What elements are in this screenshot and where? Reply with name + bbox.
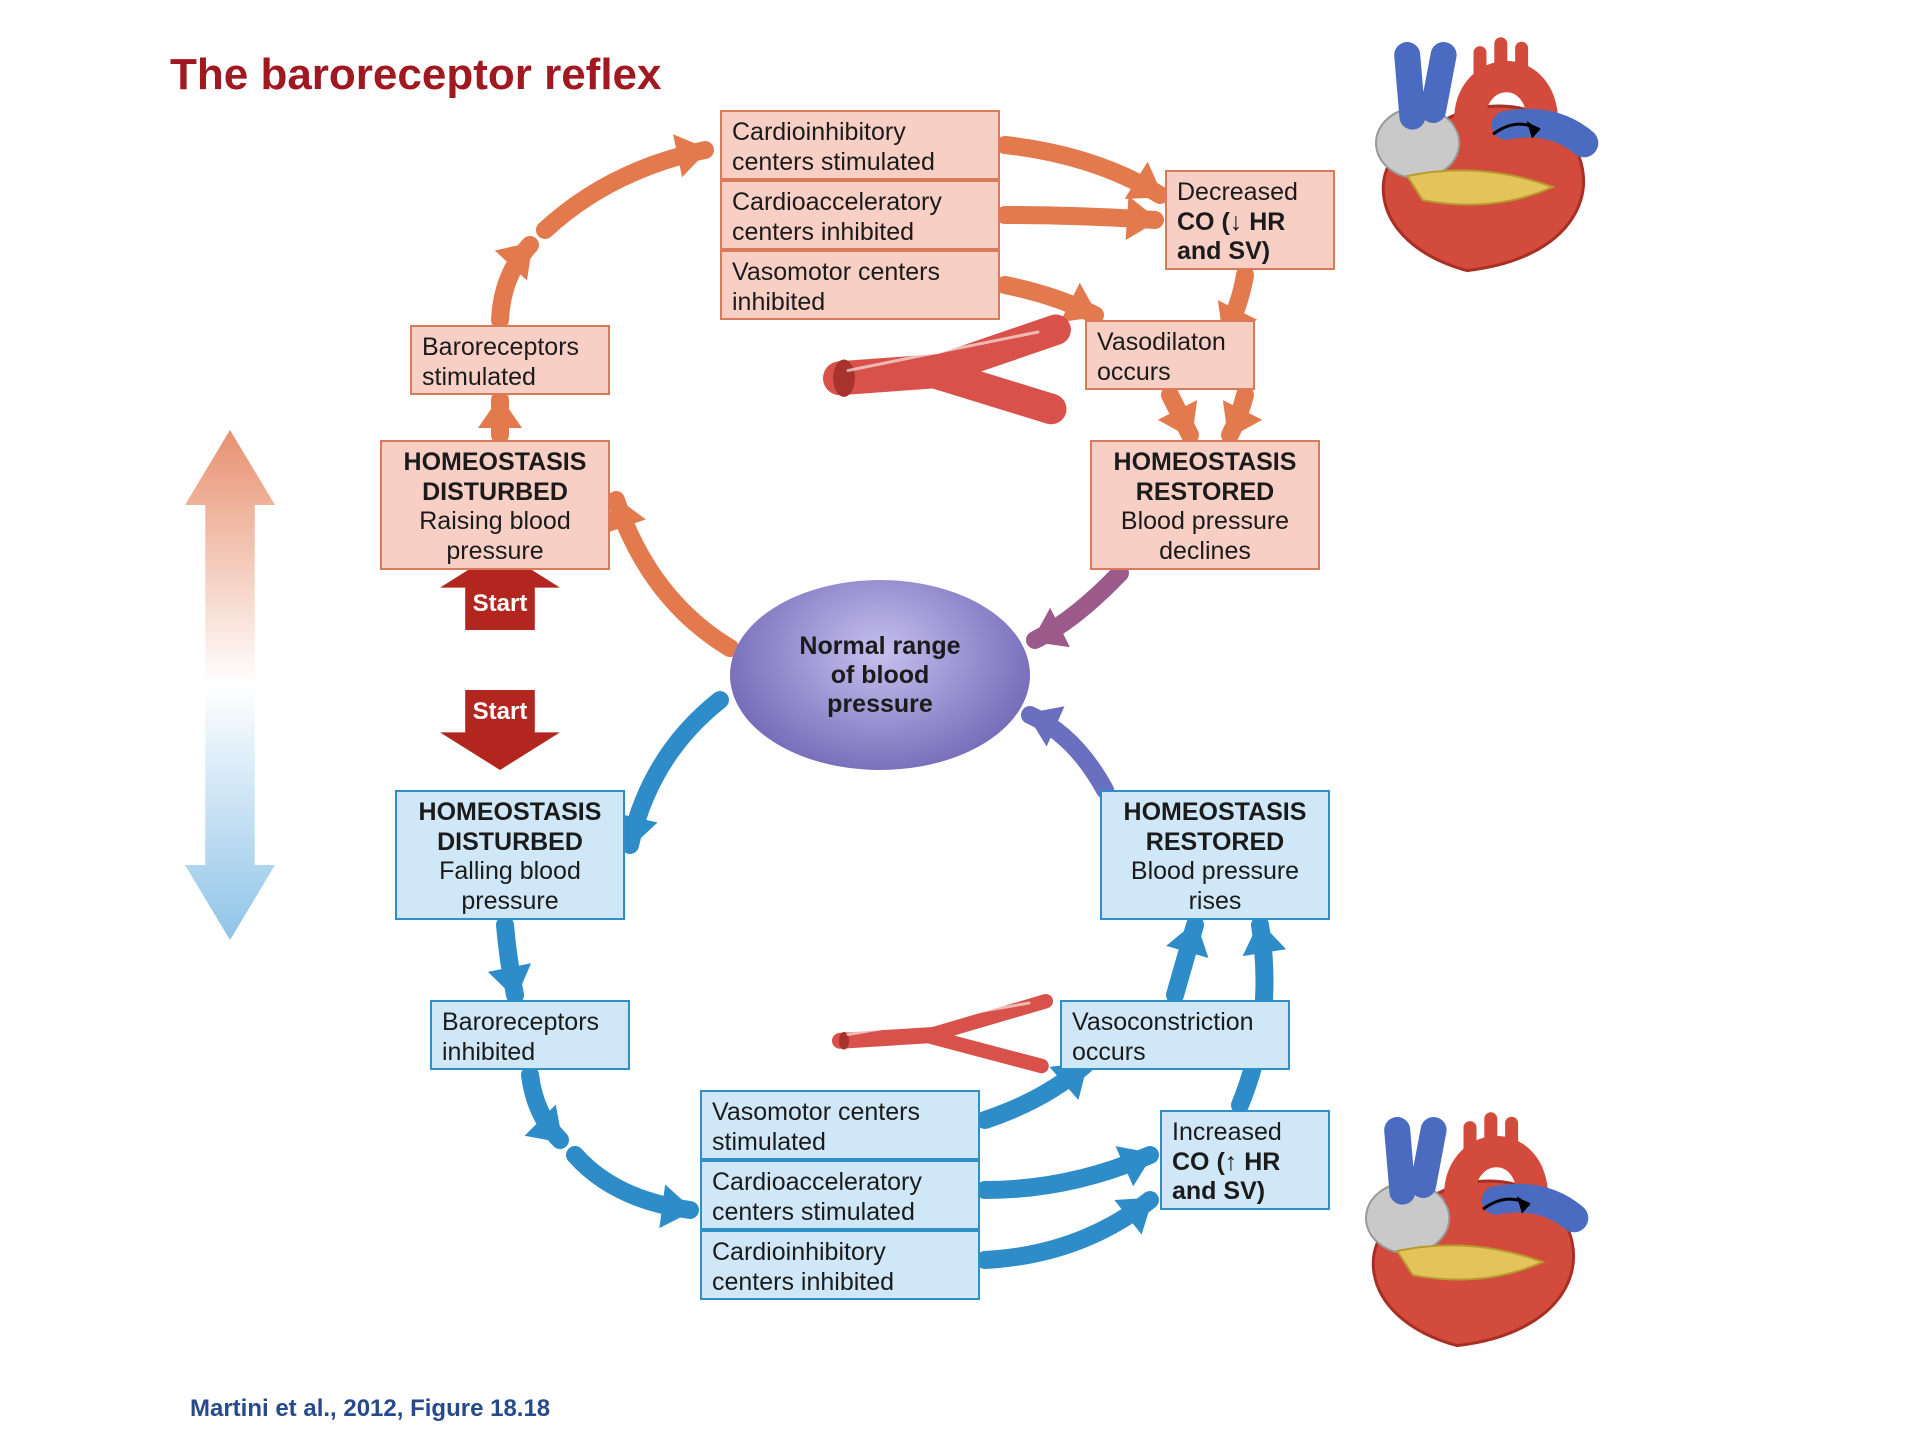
start-label-up: Start: [440, 590, 560, 618]
diagram-title: The baroreceptor reflex: [170, 50, 662, 100]
box-top-cardioinhib: Cardioinhibitorycenters stimulated: [720, 110, 1000, 180]
box-top-disturbed: HOMEOSTASISDISTURBEDRaising bloodpressur…: [380, 440, 610, 570]
box-bot-cardioaccel: Cardioacceleratorycenters stimulated: [700, 1160, 980, 1230]
box-bot-baro: Baroreceptorsinhibited: [430, 1000, 630, 1070]
citation-text: Martini et al., 2012, Figure 18.18: [190, 1395, 550, 1423]
box-top-cardioaccel: Cardioacceleratorycenters inhibited: [720, 180, 1000, 250]
box-top-decreased_co: DecreasedCO (↓ HRand SV): [1165, 170, 1335, 270]
heart-illustration: [1366, 1119, 1574, 1346]
box-top-baro: Baroreceptorsstimulated: [410, 325, 610, 395]
box-top-restored: HOMEOSTASISRESTOREDBlood pressuredecline…: [1090, 440, 1320, 570]
gradient-double-arrow: [185, 430, 275, 940]
start-label-down: Start: [440, 698, 560, 726]
box-bot-disturbed: HOMEOSTASISDISTURBEDFalling bloodpressur…: [395, 790, 625, 920]
box-top-vasodilation: Vasodilatonoccurs: [1085, 320, 1255, 390]
box-bot-vasoconstriction: Vasoconstrictionoccurs: [1060, 1000, 1290, 1070]
heart-illustration: [1376, 44, 1584, 271]
center-oval: Normal rangeof bloodpressure: [730, 580, 1030, 770]
vessel-illustration: [833, 330, 1055, 409]
box-bot-restored: HOMEOSTASISRESTOREDBlood pressurerises: [1100, 790, 1330, 920]
box-bot-cardioinhib: Cardioinhibitorycenters inhibited: [700, 1230, 980, 1300]
box-bot-vasomotor: Vasomotor centersstimulated: [700, 1090, 980, 1160]
vessel-illustration: [839, 1001, 1046, 1066]
box-top-vasomotor: Vasomotor centersinhibited: [720, 250, 1000, 320]
box-bot-increased_co: IncreasedCO (↑ HRand SV): [1160, 1110, 1330, 1210]
diagram-stage: { "canvas": { "width": 1920, "height": 1…: [0, 0, 1920, 1440]
